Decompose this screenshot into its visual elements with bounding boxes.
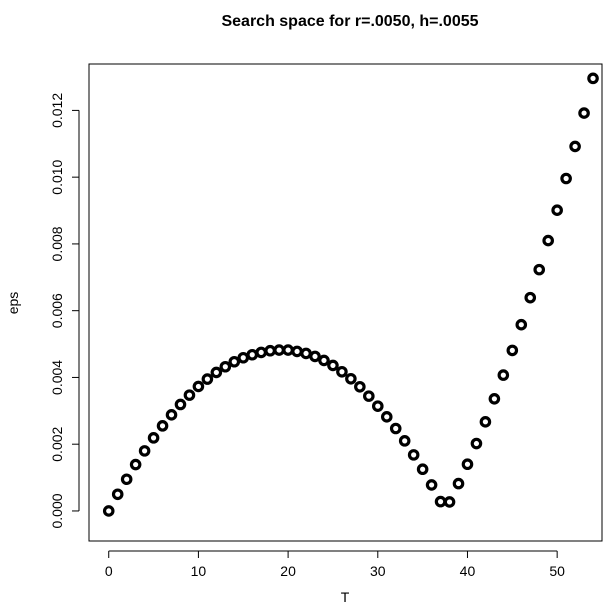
data-point	[345, 372, 357, 385]
y-tick-label: 0.002	[49, 426, 65, 461]
y-tick-label: 0.004	[49, 360, 65, 395]
data-point	[309, 350, 321, 363]
data-point	[174, 398, 187, 411]
data-point	[506, 344, 519, 357]
data-point	[291, 345, 303, 358]
data-point	[497, 369, 510, 381]
data-point	[318, 354, 330, 367]
y-axis: 0.000 0.002 0.004 0.006 0.008 0.010 0.012	[49, 93, 80, 528]
data-point	[371, 400, 384, 412]
data-point	[273, 344, 285, 356]
data-point	[165, 409, 178, 421]
data-point	[461, 458, 474, 471]
data-point	[183, 389, 196, 401]
data-point	[327, 359, 339, 372]
x-tick-label: 0	[105, 563, 113, 579]
x-tick-label: 50	[549, 563, 565, 579]
y-tick-label: 0.000	[49, 493, 65, 528]
data-point	[264, 344, 276, 357]
y-tick-label: 0.006	[49, 293, 65, 328]
x-tick-label: 40	[460, 563, 476, 579]
y-tick-label: 0.010	[49, 159, 65, 194]
chart-title: Search space for r=.0050, h=.0055	[221, 13, 478, 30]
y-tick-label: 0.008	[49, 226, 65, 261]
data-point	[156, 420, 169, 432]
data-point	[192, 380, 205, 393]
data-point	[147, 432, 160, 444]
data-point	[470, 437, 483, 450]
data-point	[380, 411, 393, 423]
data-point	[542, 234, 554, 247]
data-point	[300, 347, 312, 360]
data-point	[354, 380, 366, 393]
data-point	[533, 263, 546, 276]
data-point	[363, 390, 375, 402]
data-point	[515, 318, 528, 331]
data-point	[560, 172, 572, 185]
data-point	[479, 416, 492, 428]
data-point	[407, 449, 420, 461]
data-point	[102, 505, 115, 517]
data-point	[416, 463, 429, 476]
data-point	[246, 348, 259, 361]
plot-frame	[88, 63, 603, 542]
data-point	[336, 365, 348, 378]
y-axis-label: eps	[5, 292, 21, 315]
data-point	[201, 373, 214, 385]
data-point	[524, 291, 537, 304]
data-point	[578, 107, 590, 119]
data-point	[219, 360, 232, 373]
x-tick-label: 10	[191, 563, 207, 579]
data-point	[210, 366, 223, 379]
data-points	[102, 72, 599, 517]
data-point	[255, 346, 267, 359]
data-point	[569, 140, 581, 153]
data-point	[398, 435, 411, 447]
data-point	[488, 393, 501, 405]
data-point	[129, 458, 142, 471]
data-point	[425, 479, 438, 491]
data-point	[452, 477, 465, 490]
data-point	[443, 496, 456, 508]
data-point	[237, 351, 250, 364]
data-point	[434, 495, 447, 508]
data-point	[282, 344, 294, 356]
data-point	[120, 473, 133, 486]
data-point	[389, 422, 402, 435]
data-point	[551, 204, 563, 217]
data-point	[587, 72, 599, 85]
x-axis-label: T	[341, 589, 350, 605]
data-point	[111, 488, 124, 501]
x-axis: 0 10 20 30 40 50	[105, 550, 565, 579]
data-point	[138, 445, 151, 457]
data-point	[228, 355, 241, 368]
x-tick-label: 20	[280, 563, 296, 579]
y-tick-label: 0.012	[49, 93, 65, 128]
x-tick-label: 30	[370, 563, 386, 579]
